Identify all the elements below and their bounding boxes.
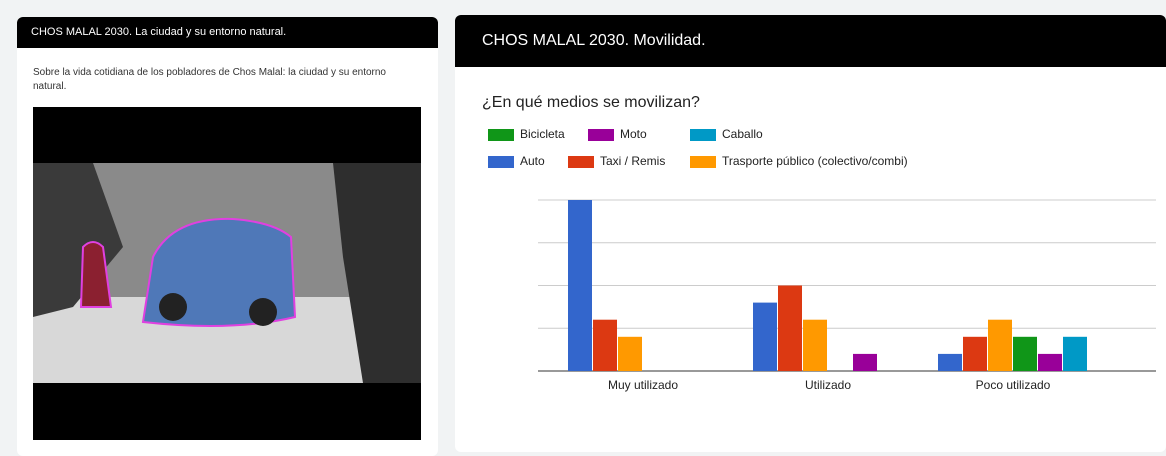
legend-swatch: [488, 129, 514, 141]
bar: [963, 336, 987, 371]
left-card: CHOS MALAL 2030. La ciudad y su entorno …: [17, 17, 438, 456]
photo: [33, 107, 421, 440]
legend-label: Moto: [620, 127, 647, 141]
bar: [753, 302, 777, 371]
legend-swatch: [488, 156, 514, 168]
bar: [618, 336, 642, 371]
bar: [853, 353, 877, 371]
legend-swatch: [690, 129, 716, 141]
bar: [778, 285, 802, 371]
legend-label: Trasporte público (colectivo/combi): [722, 154, 908, 168]
x-tick-label: Utilizado: [805, 378, 851, 392]
bar: [803, 319, 827, 371]
bar: [1063, 336, 1087, 371]
right-card: CHOS MALAL 2030. Movilidad. ¿En qué medi…: [455, 15, 1166, 452]
right-header: CHOS MALAL 2030. Movilidad.: [455, 15, 1166, 67]
legend-swatch: [588, 129, 614, 141]
x-tick-label: Poco utilizado: [976, 378, 1051, 392]
legend-label: Auto: [520, 154, 545, 168]
bar: [1013, 336, 1037, 371]
legend-label: Caballo: [722, 127, 763, 141]
legend-swatch: [690, 156, 716, 168]
bar: [988, 319, 1012, 371]
left-header: CHOS MALAL 2030. La ciudad y su entorno …: [17, 17, 438, 48]
bar: [593, 319, 617, 371]
legend-label: Taxi / Remis: [600, 154, 665, 168]
legend-swatch: [568, 156, 594, 168]
bar: [938, 353, 962, 371]
chart: ¿En qué medios se movilizan? Auto Taxi / …: [482, 94, 1156, 392]
legend-label: Bicicleta: [520, 127, 565, 141]
bar: [568, 200, 592, 371]
x-tick-label: Muy utilizado: [608, 378, 678, 392]
description: Sobre la vida cotidiana de los pobladore…: [33, 67, 386, 92]
chart-title: ¿En qué medios se movilizan?: [482, 94, 700, 111]
bar: [1038, 353, 1062, 371]
